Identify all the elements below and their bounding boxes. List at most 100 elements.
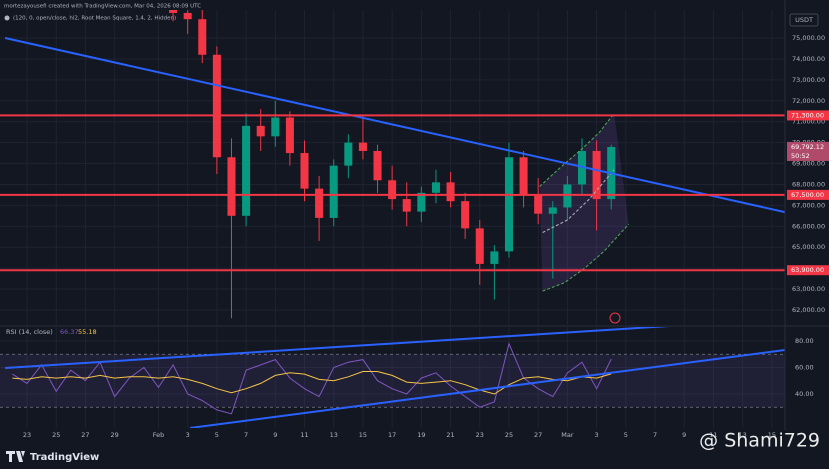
x-tick-label: 27 [81, 431, 89, 439]
x-tick-label: 15 [359, 431, 367, 439]
x-tick-label: Mar [561, 431, 574, 439]
y-tick-label: 62,000.00 [792, 306, 825, 314]
y-tick-label: 40.00 [795, 390, 814, 398]
x-tick-label: 3 [595, 431, 599, 439]
last-price-bg [787, 141, 829, 161]
candle-body [315, 188, 324, 218]
x-tick-label: 9 [682, 431, 686, 439]
price-pane [0, 10, 785, 325]
y-tick-label: 72,000.00 [792, 97, 825, 105]
candle-body [344, 142, 353, 166]
channel-line [542, 169, 615, 233]
y-tick-label: 63,000.00 [792, 285, 825, 293]
indicator-label: (120, 0, open/close, hl2, Root Mean Squa… [13, 16, 176, 22]
countdown: 50:52 [791, 152, 810, 160]
level-label-bg [787, 110, 829, 121]
x-tick-label: 13 [330, 431, 338, 439]
candle-body [431, 182, 440, 193]
rsi-title: RSI (14, close) [6, 328, 53, 336]
level-label-bg [787, 189, 829, 200]
x-tick-label: 5 [624, 431, 628, 439]
candle-body [227, 157, 236, 216]
brand: TradingView [30, 452, 99, 463]
x-tick-label: 17 [388, 431, 396, 439]
candle-body [373, 150, 382, 181]
candle-body [285, 117, 294, 154]
x-tick-label: 7 [244, 431, 248, 439]
brand-logo [6, 451, 25, 462]
candle-body [475, 228, 484, 264]
x-tick-label: 27 [534, 431, 542, 439]
x-tick-label: 15 [768, 431, 776, 439]
x-tick-label: 19 [417, 431, 425, 439]
rsi-pane [0, 327, 785, 428]
level-label: 67,500.00 [791, 191, 824, 199]
candle-body [592, 150, 601, 200]
y-tick-label: 80.00 [795, 337, 814, 345]
candle-body [300, 153, 309, 189]
candle-body [329, 165, 338, 218]
channel-fill [539, 113, 629, 292]
y-tick-label: 60.00 [795, 364, 814, 372]
x-tick-label: 25 [505, 431, 513, 439]
rsi-ma-value: 55.18 [78, 328, 97, 336]
alert-icon[interactable] [609, 312, 621, 324]
level-label-bg [787, 265, 829, 276]
candle-body [212, 54, 221, 158]
currency-box[interactable] [789, 13, 819, 27]
candle-body [358, 142, 367, 151]
y-tick-label: 73,000.00 [792, 76, 825, 84]
y-tick-label: 74,000.00 [792, 55, 825, 63]
x-tick-label: 13 [739, 431, 747, 439]
candle-body [242, 125, 251, 216]
candle-body [402, 199, 411, 212]
rsi-trendline [189, 349, 785, 428]
candle-body [183, 12, 192, 20]
candle-body [563, 184, 572, 208]
x-tick-label: 23 [23, 431, 31, 439]
x-tick-label: 11 [300, 431, 308, 439]
overlay: 23 25 27 29 Feb 3 5 7 9 11 13 15 17 19 21 23 25 27 Mar 3 5 7 9… [23, 34, 829, 439]
x-tick-label: 3 [186, 431, 190, 439]
x-tick-label: 9 [273, 431, 277, 439]
candle-body [198, 19, 207, 55]
x-tick-label: Feb [153, 431, 165, 439]
last-price: 69,792.12 [791, 143, 824, 151]
trendline [4, 37, 785, 214]
author-line: mortezayousefi created with TradingView.… [4, 4, 201, 10]
indicator-icon [4, 15, 10, 21]
rsi-value: 66.37 [60, 328, 79, 336]
x-tick-label: 5 [215, 431, 219, 439]
level-label: 71,300.00 [791, 111, 824, 119]
candle-body [461, 201, 470, 229]
rsi-band [0, 354, 785, 408]
rsi-trendline [5, 327, 670, 369]
x-tick-label: 11 [709, 431, 717, 439]
candle-body [548, 207, 557, 214]
footer-bar [0, 446, 829, 469]
candle-body [271, 117, 280, 137]
y-tick-label: 69,000.00 [792, 160, 825, 168]
candle-body [504, 157, 513, 252]
y-tick-label: 65,000.00 [792, 243, 825, 251]
y-tick-label: 66,000.00 [792, 222, 825, 230]
x-tick-label: 25 [52, 431, 60, 439]
y-tick-label: 68,000.00 [792, 180, 825, 188]
y-tick-label: 71,000.00 [792, 118, 825, 126]
watermark: @ Shami729 [699, 430, 820, 452]
candle-body [417, 192, 426, 212]
x-tick-label: 23 [476, 431, 484, 439]
channel-line [539, 112, 615, 187]
currency: USDT [795, 16, 813, 24]
candle-body [446, 182, 455, 202]
candle-body [256, 125, 265, 137]
y-tick-label: 75,000.00 [792, 34, 825, 42]
level-label: 63,900.00 [791, 266, 824, 274]
channel-line [542, 223, 630, 292]
x-tick-label: 29 [111, 431, 119, 439]
candle-body [169, 10, 178, 13]
y-tick-label: 67,000.00 [792, 201, 825, 209]
rsi-line [12, 371, 612, 395]
